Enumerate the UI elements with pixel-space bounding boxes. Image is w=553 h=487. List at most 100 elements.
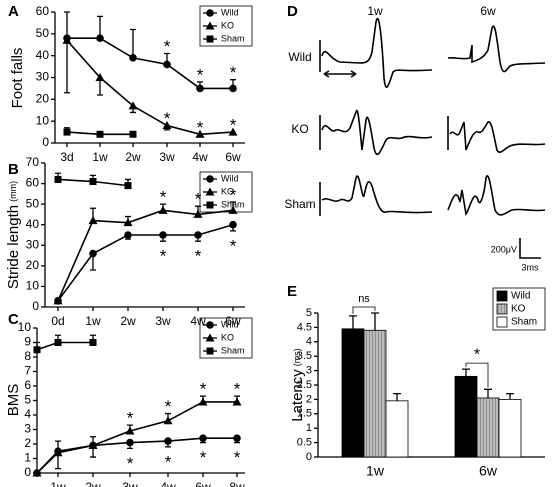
legend-label: Sham	[221, 345, 245, 355]
x-tick-label: 3d	[60, 150, 73, 164]
marker	[163, 416, 173, 425]
error-bar	[64, 40, 70, 94]
error-bar	[349, 315, 357, 329]
bar	[385, 400, 409, 458]
legend-swatch	[496, 303, 508, 315]
marker	[95, 73, 105, 81]
x-tick-label: 1w	[50, 480, 66, 487]
x-tick-label: 6w	[479, 463, 498, 479]
y-axis-label: Foot falls	[9, 48, 26, 109]
y-axis-unit: (ms)	[292, 348, 302, 366]
legend-label: Wild	[221, 319, 239, 329]
significance: *	[230, 236, 237, 255]
marker	[164, 437, 172, 445]
x-tick-label: 1w	[92, 150, 108, 164]
marker	[205, 21, 215, 30]
error-bar	[130, 28, 136, 58]
legend-label: KO	[221, 186, 234, 196]
legend-box	[199, 317, 253, 359]
legend-box	[199, 5, 253, 47]
legend-label: Wild	[221, 173, 239, 183]
significance: *	[164, 37, 171, 56]
series-line	[36, 341, 93, 351]
marker	[206, 347, 214, 355]
x-tick-label: 0d	[51, 314, 64, 328]
scale-y-label: 200μV	[491, 244, 517, 254]
x-tick-label: 4w	[192, 150, 208, 164]
y-tick-label: 1	[306, 422, 312, 434]
trace	[447, 116, 546, 153]
y-tick-label: 5	[24, 393, 31, 407]
y-tick-label: 7	[24, 364, 31, 378]
y-tick-label: 30	[36, 70, 50, 84]
marker	[89, 249, 97, 258]
legend-label: Sham	[221, 33, 245, 43]
significance: *	[230, 63, 237, 82]
significance: *	[197, 118, 204, 137]
y-tick-label: 0.5	[297, 437, 312, 449]
marker	[129, 130, 137, 138]
x-tick-label: 3w	[122, 480, 138, 487]
panel-label: E	[287, 283, 297, 300]
y-axis-label: Stride length (mm)	[5, 181, 22, 289]
bar	[341, 328, 365, 458]
y-tick-label: 3	[306, 365, 312, 377]
significance: *	[234, 448, 241, 467]
y-tick-label: 4.5	[297, 321, 312, 333]
significance: *	[195, 247, 202, 266]
significance: *	[127, 409, 134, 428]
arrow	[323, 70, 357, 78]
y-tick-label: 0	[32, 299, 39, 313]
significance: *	[234, 380, 241, 399]
x-tick-label: 4w	[190, 314, 206, 328]
marker	[32, 468, 42, 477]
row-label: Sham	[284, 197, 315, 211]
x-tick-label: 2w	[125, 150, 141, 164]
x-tick-label: 4w	[160, 480, 176, 487]
trace	[447, 175, 546, 217]
comparison-label: ns	[358, 293, 370, 305]
y-tick-label: 10	[18, 320, 32, 334]
legend-swatch	[496, 290, 508, 302]
series-line	[66, 39, 234, 136]
marker	[33, 346, 41, 354]
y-tick-label: 5	[306, 307, 312, 319]
comparison-bracket	[352, 306, 376, 314]
scale-x-label: 3ms	[521, 262, 539, 272]
y-tick-label: 4	[306, 336, 312, 348]
legend-label: Sham	[221, 199, 245, 209]
y-tick-label: 50	[26, 196, 40, 210]
marker	[96, 34, 104, 42]
row-label: KO	[291, 122, 308, 136]
series-line	[57, 223, 234, 302]
legend-box	[492, 287, 546, 331]
marker	[123, 218, 133, 227]
y-tick-label: 8	[24, 349, 31, 363]
marker	[232, 397, 242, 406]
marker	[194, 231, 202, 239]
legend-box	[199, 171, 253, 213]
trace	[319, 109, 433, 156]
error-bar	[64, 11, 70, 39]
y-tick-label: 30	[26, 237, 40, 251]
marker	[88, 216, 98, 225]
marker	[193, 209, 203, 218]
y-tick-label: 9	[24, 335, 31, 349]
bar	[363, 329, 387, 458]
marker	[199, 434, 207, 443]
marker	[54, 175, 62, 183]
significance: *	[160, 188, 167, 207]
y-tick-label: 3.5	[297, 350, 312, 362]
y-tick-label: 6	[24, 378, 31, 392]
trace	[319, 175, 433, 216]
error-bar	[462, 368, 470, 377]
series-line	[36, 437, 237, 474]
y-tick-label: 2	[306, 393, 312, 405]
y-axis-unit: (mm)	[8, 181, 18, 202]
y-tick-label: 4	[24, 407, 31, 421]
trace	[319, 18, 433, 88]
y-axis-title: Foot falls	[9, 48, 26, 109]
y-tick-label: 3	[24, 422, 31, 436]
x-tick-label: 8w	[229, 480, 245, 487]
marker	[124, 182, 132, 190]
